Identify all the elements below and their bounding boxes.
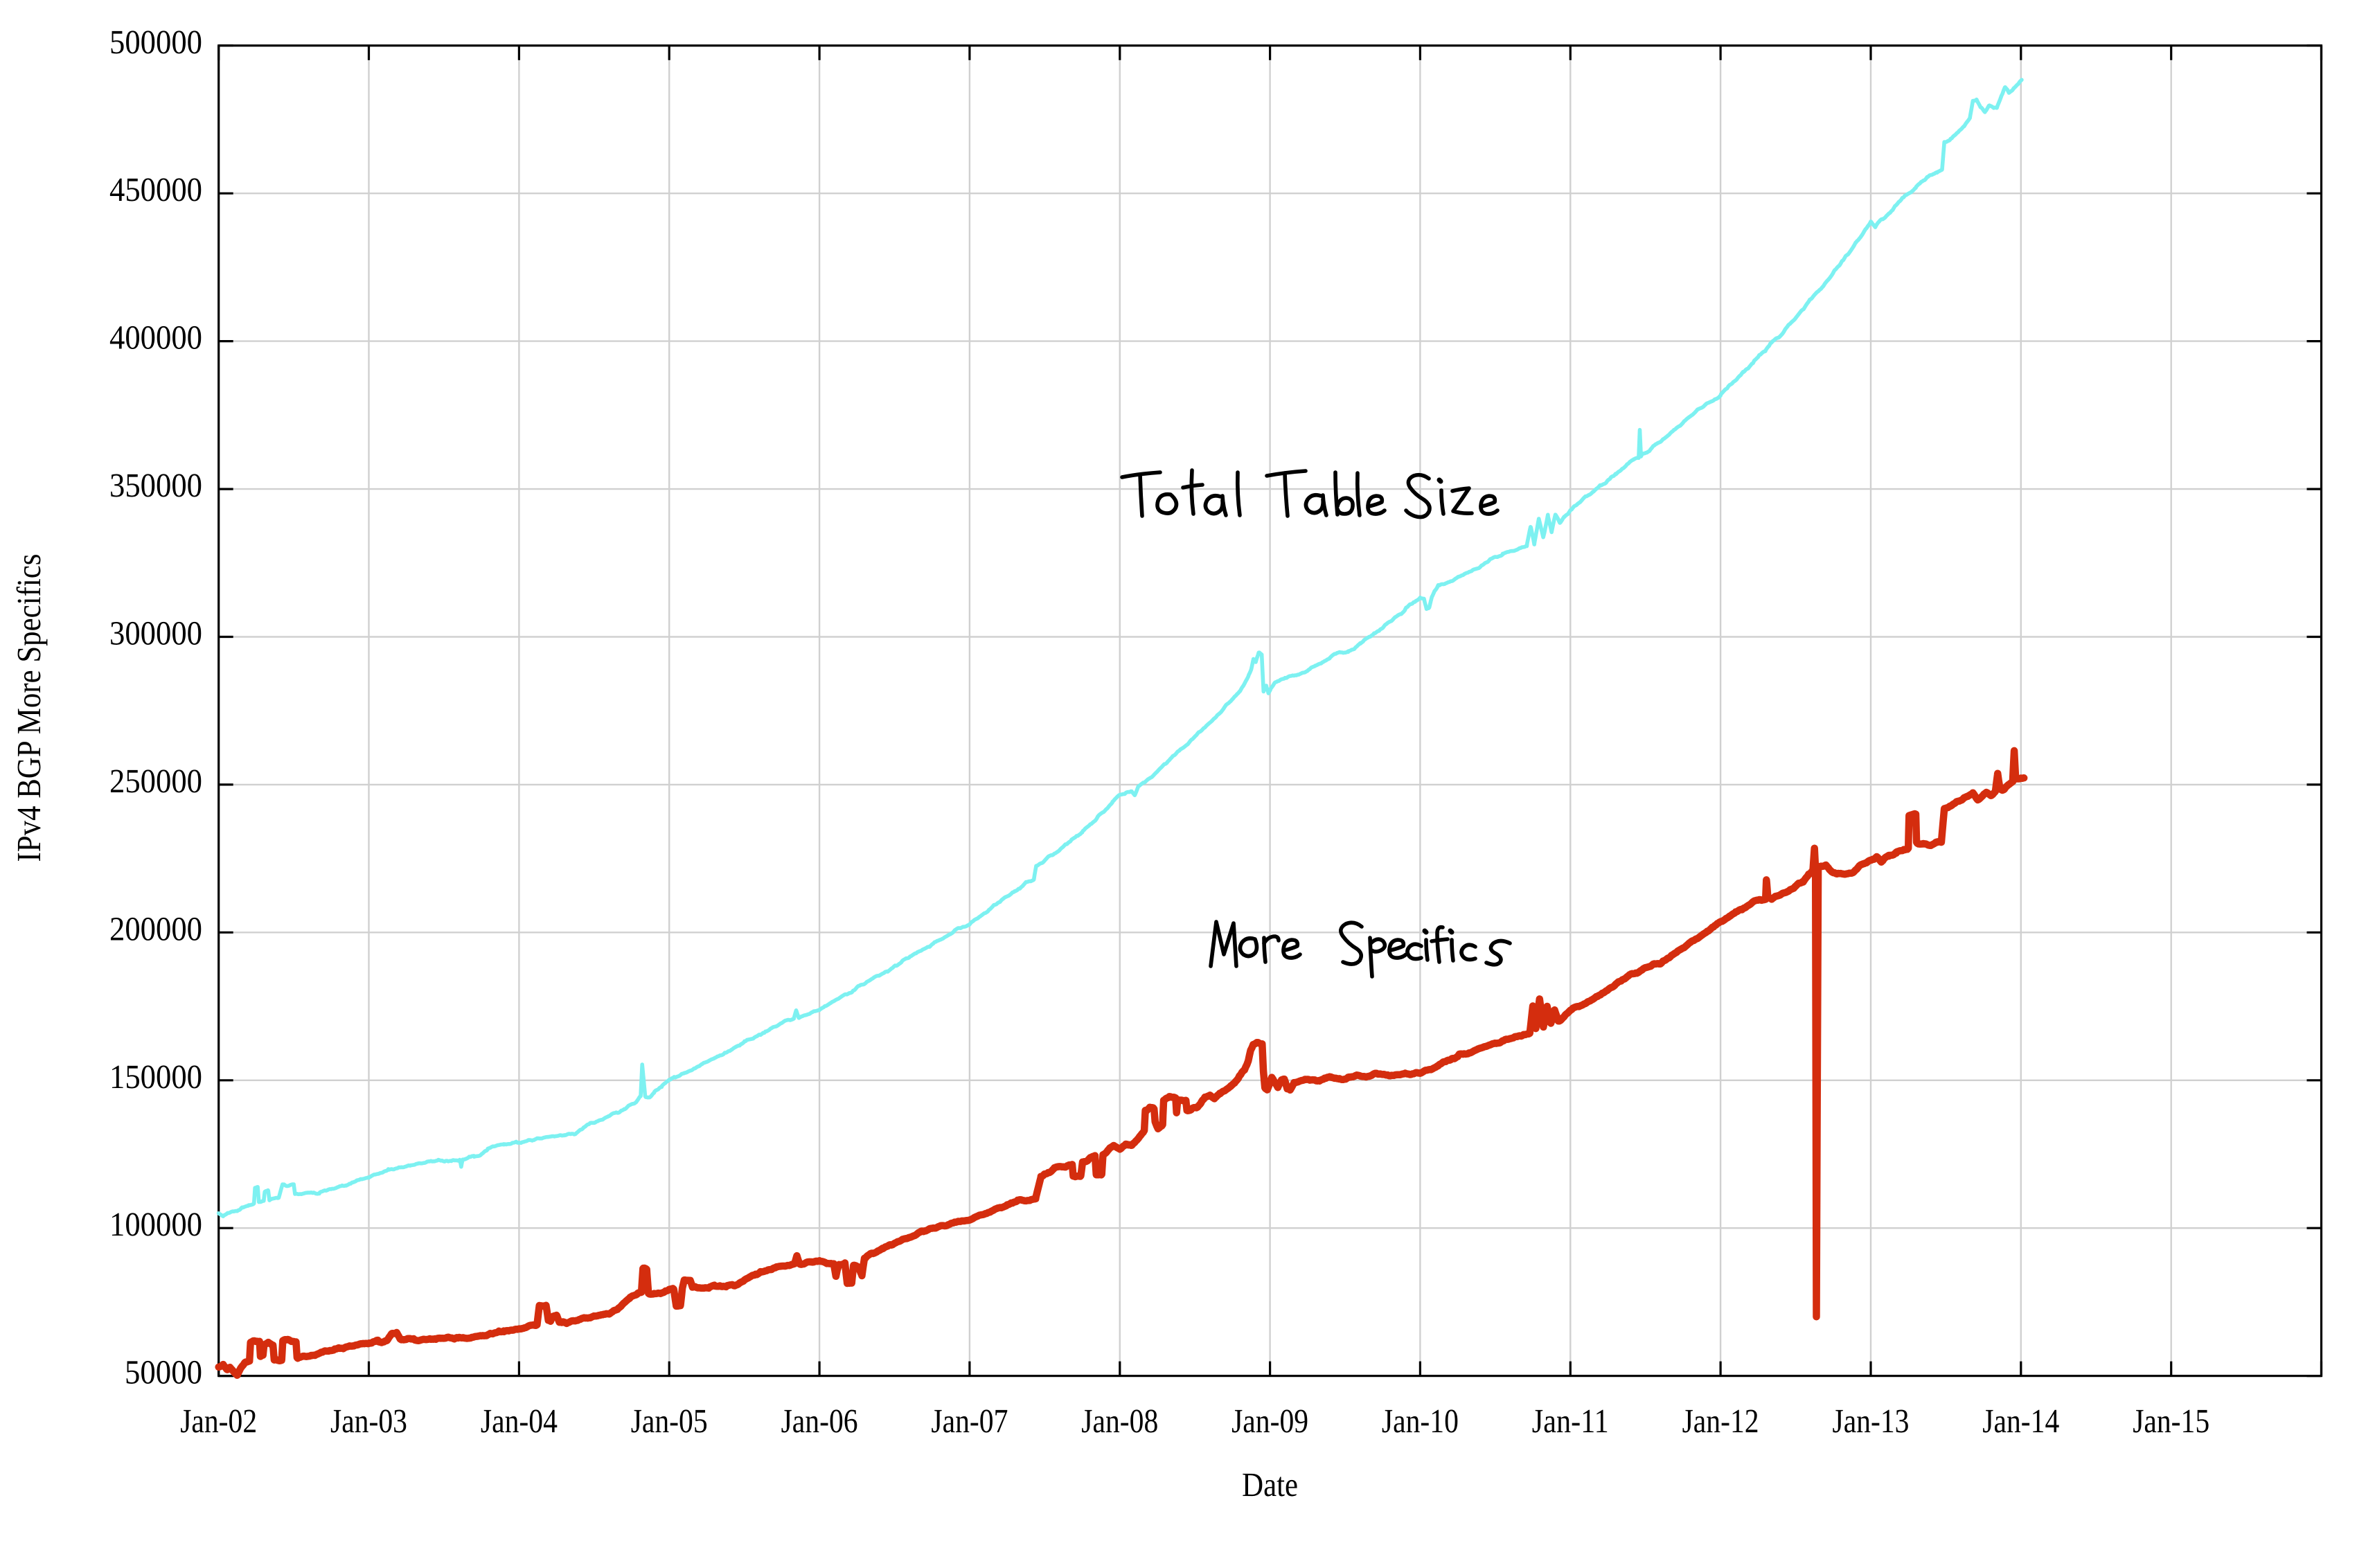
svg-text:400000: 400000 <box>109 319 202 357</box>
svg-text:Jan-06: Jan-06 <box>781 1402 858 1440</box>
svg-text:250000: 250000 <box>109 762 202 800</box>
svg-text:450000: 450000 <box>109 170 202 208</box>
svg-text:Jan-05: Jan-05 <box>631 1402 708 1440</box>
svg-text:500000: 500000 <box>109 23 202 61</box>
svg-text:Jan-09: Jan-09 <box>1231 1402 1308 1440</box>
svg-text:Date: Date <box>1242 1465 1298 1504</box>
svg-text:Jan-04: Jan-04 <box>481 1402 558 1440</box>
svg-text:Jan-12: Jan-12 <box>1682 1402 1759 1440</box>
svg-text:350000: 350000 <box>109 466 202 504</box>
svg-text:Jan-10: Jan-10 <box>1382 1402 1459 1440</box>
svg-text:300000: 300000 <box>109 614 202 652</box>
svg-text:Jan-13: Jan-13 <box>1833 1402 1910 1440</box>
svg-text:150000: 150000 <box>109 1058 202 1096</box>
svg-text:Jan-03: Jan-03 <box>330 1402 407 1440</box>
svg-text:Jan-08: Jan-08 <box>1081 1402 1158 1440</box>
svg-text:Jan-07: Jan-07 <box>931 1402 1008 1440</box>
svg-text:Jan-15: Jan-15 <box>2133 1402 2209 1440</box>
svg-text:Jan-02: Jan-02 <box>180 1402 257 1440</box>
svg-text:100000: 100000 <box>109 1205 202 1243</box>
svg-text:IPv4 BGP More Specifics: IPv4 BGP More Specifics <box>10 554 48 862</box>
svg-text:200000: 200000 <box>109 909 202 947</box>
svg-text:Jan-14: Jan-14 <box>1982 1402 2059 1440</box>
svg-text:50000: 50000 <box>125 1353 202 1391</box>
svg-text:Jan-11: Jan-11 <box>1532 1402 1609 1440</box>
